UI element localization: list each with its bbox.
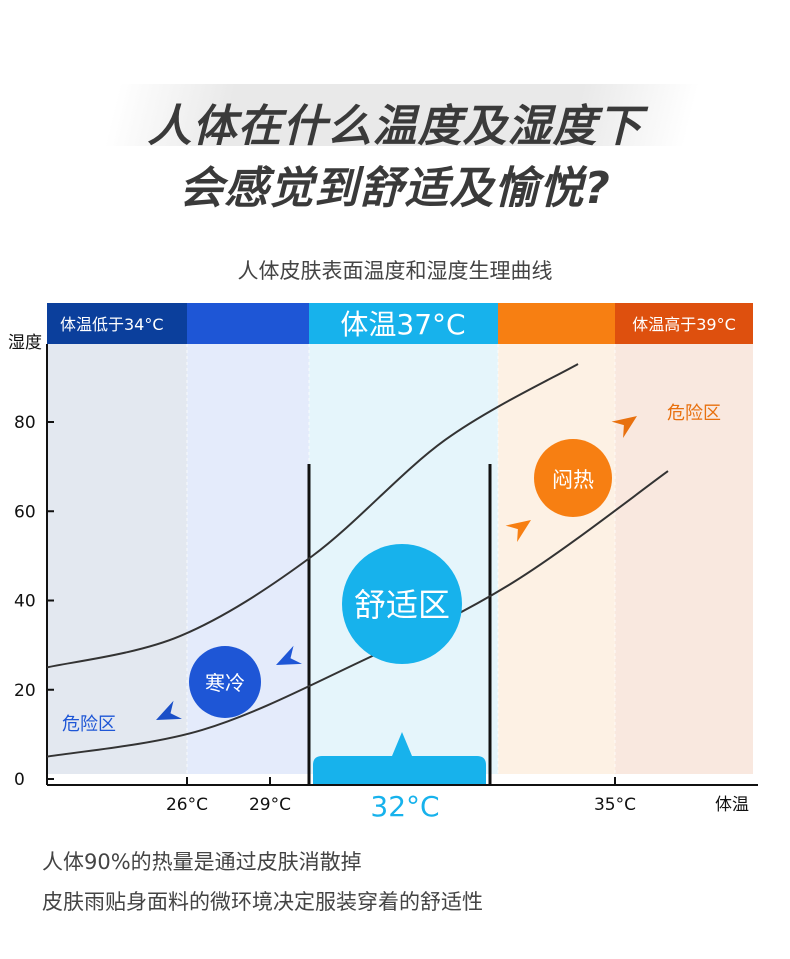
- band-label: 体温高于39°C: [632, 315, 736, 334]
- arrow-danger-low-icon: [156, 700, 182, 720]
- zone-background: [47, 344, 187, 774]
- curve-series-1: [46, 363, 579, 669]
- x-tick-label: 26°C: [166, 795, 208, 815]
- x-axis-label: 体温: [715, 795, 749, 815]
- muggy-circle: [534, 439, 612, 517]
- band-label: 体温37°C: [340, 308, 465, 341]
- muggy-label: 闷热: [552, 468, 594, 492]
- arrow-danger-high-icon: [611, 416, 637, 438]
- chart-subtitle: 人体皮肤表面温度和湿度生理曲线: [237, 259, 553, 283]
- danger-high-label: 危险区: [667, 403, 721, 424]
- zone-background: [615, 344, 753, 774]
- curve-series-2: [46, 470, 669, 758]
- arrow-muggy-icon: [505, 520, 531, 542]
- cold-label: 寒冷: [205, 671, 245, 695]
- band-label: 体温低于34°C: [60, 315, 164, 334]
- band-header: [47, 303, 187, 344]
- band-header: [615, 303, 753, 344]
- page-title-line2: 会感觉到舒适及愉悦?: [179, 163, 611, 214]
- y-tick-label: 0: [14, 770, 25, 790]
- y-tick-label: 80: [14, 413, 36, 433]
- y-tick-label: 60: [14, 502, 36, 522]
- comfort-base-marker: [313, 732, 486, 785]
- zone-background: [498, 344, 615, 774]
- band-header: [498, 303, 615, 344]
- comfort-circle: [342, 544, 462, 664]
- x-tick-label: 35°C: [594, 795, 636, 815]
- page-title-line1: 人体在什么温度及湿度下: [147, 101, 643, 152]
- danger-low-label: 危险区: [62, 714, 116, 735]
- title-block: 人体在什么温度及湿度下 会感觉到舒适及愉悦?: [0, 80, 790, 214]
- y-tick-label: 40: [14, 592, 36, 612]
- band-header: [187, 303, 309, 344]
- band-header: [309, 303, 498, 344]
- comfort-zone-walls: [307, 464, 492, 785]
- footer-line2: 皮肤雨贴身面料的微环境决定服装穿着的舒适性: [42, 890, 483, 914]
- cold-circle: [189, 646, 261, 718]
- comfort-label: 舒适区: [354, 586, 450, 624]
- arrow-cold-icon: [276, 645, 302, 665]
- y-tick-label: 20: [14, 681, 36, 701]
- x-tick-label: 29°C: [249, 795, 291, 815]
- x-tick-label: 32°C: [370, 790, 439, 823]
- footer-line1: 人体90%的热量是通过皮肤消散掉: [42, 850, 362, 874]
- y-axis-label: 湿度: [8, 333, 42, 353]
